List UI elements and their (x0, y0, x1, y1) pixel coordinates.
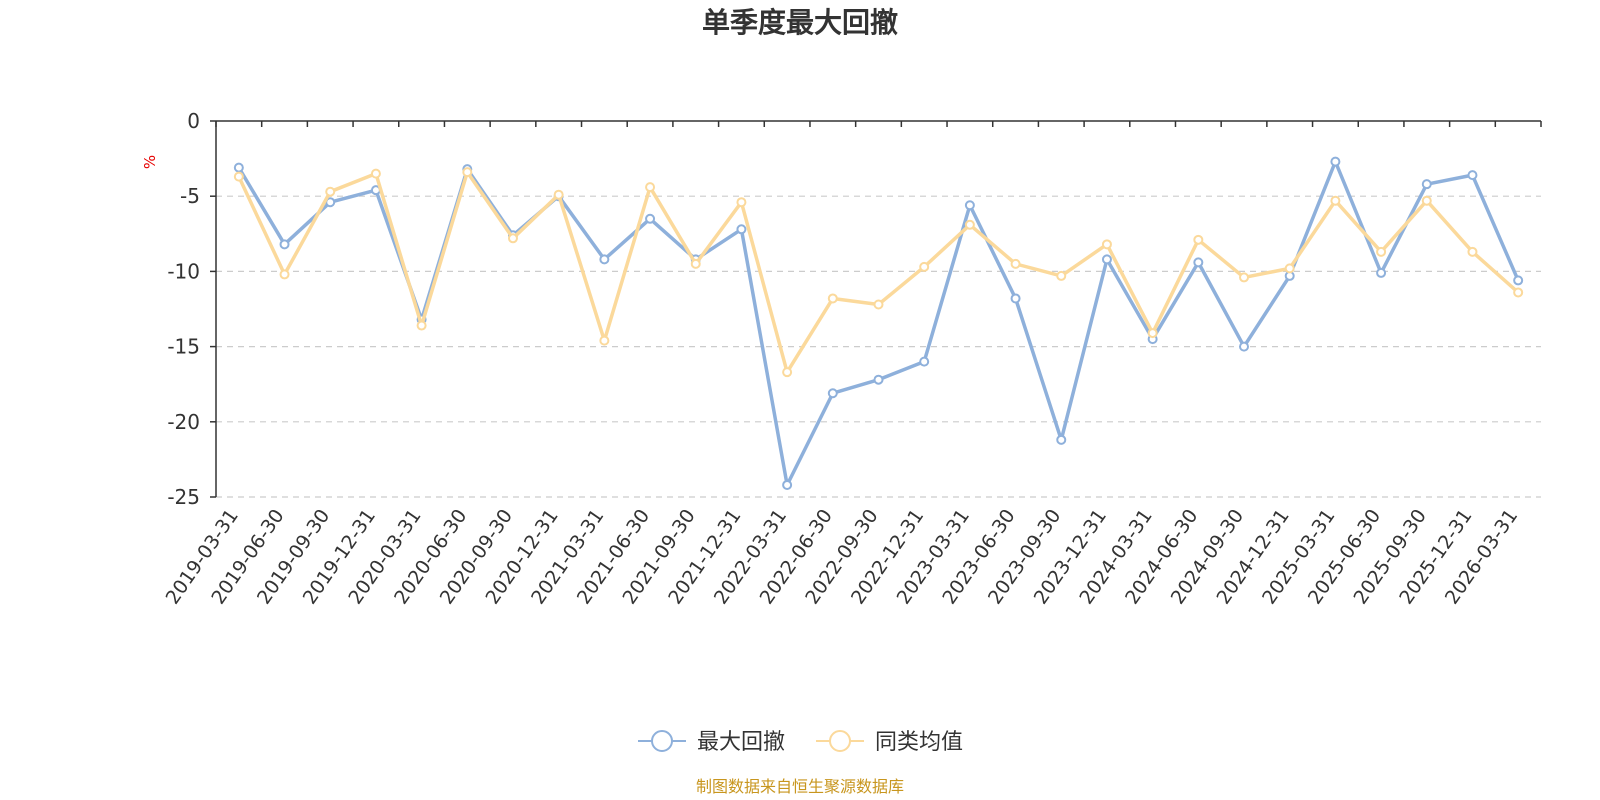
series-line (237, 159, 1520, 487)
data-point (370, 168, 381, 179)
data-point (1010, 258, 1021, 269)
data-point (1513, 275, 1524, 286)
legend-label: 同类均值 (875, 730, 963, 755)
legend-label: 最大回撤 (697, 730, 785, 755)
data-point (416, 320, 427, 331)
y-axis-unit: % (141, 155, 159, 169)
y-tick-label: -5 (180, 184, 200, 208)
data-point (782, 479, 793, 490)
data-point (1056, 434, 1067, 445)
data-point (507, 233, 518, 244)
legend-item-2[interactable]: 同类均值 (816, 730, 963, 755)
data-point (1330, 195, 1341, 206)
data-point (1056, 270, 1067, 281)
data-point (233, 162, 244, 173)
data-point (1239, 272, 1250, 283)
data-point (1421, 179, 1432, 190)
data-point (645, 182, 656, 193)
legend-item-1[interactable]: 最大回撤 (638, 730, 785, 755)
data-point (1101, 254, 1112, 265)
data-point (782, 367, 793, 378)
data-point (964, 200, 975, 211)
data-point (325, 186, 336, 197)
series-line (237, 170, 1520, 374)
data-point (1239, 341, 1250, 352)
data-point (1421, 195, 1432, 206)
y-tick-label: -25 (167, 485, 200, 509)
y-tick-label: 0 (187, 109, 200, 133)
data-point (233, 171, 244, 182)
data-point (1330, 156, 1341, 167)
data-point (462, 167, 473, 178)
data-point (827, 293, 838, 304)
data-point (827, 388, 838, 399)
series-lines (233, 156, 1524, 490)
series-2 (233, 167, 1524, 378)
grid-lines (216, 195, 1541, 498)
data-point (279, 269, 290, 280)
axes: 0-5-10-15-20-252019-03-312019-06-302019-… (162, 109, 1542, 608)
legend-marker-icon (651, 730, 673, 752)
data-point (736, 224, 747, 235)
data-point (1101, 239, 1112, 250)
data-point (873, 374, 884, 385)
data-point (645, 213, 656, 224)
data-point (919, 356, 930, 367)
data-point (1193, 257, 1204, 268)
y-tick-label: -10 (167, 259, 200, 283)
y-tick-label: -15 (167, 335, 200, 359)
data-point (873, 299, 884, 310)
data-point (1193, 234, 1204, 245)
data-point (919, 261, 930, 272)
chart-title: 单季度最大回撤 (702, 6, 898, 39)
legend-marker-icon (829, 730, 851, 752)
data-point (736, 197, 747, 208)
data-point (599, 335, 610, 346)
data-point (553, 189, 564, 200)
data-point (1147, 328, 1158, 339)
data-point (690, 258, 701, 269)
legend[interactable]: 最大回撤 同类均值 (638, 730, 963, 755)
data-point (1513, 287, 1524, 298)
data-point (1284, 263, 1295, 274)
data-point (1467, 246, 1478, 257)
data-point (1376, 267, 1387, 278)
data-point (599, 254, 610, 265)
data-point (1467, 170, 1478, 181)
y-tick-label: -20 (167, 410, 200, 434)
data-point (1376, 246, 1387, 257)
data-point (964, 219, 975, 230)
data-point (1010, 293, 1021, 304)
data-point (279, 239, 290, 250)
source-note: 制图数据来自恒生聚源数据库 (696, 777, 904, 796)
